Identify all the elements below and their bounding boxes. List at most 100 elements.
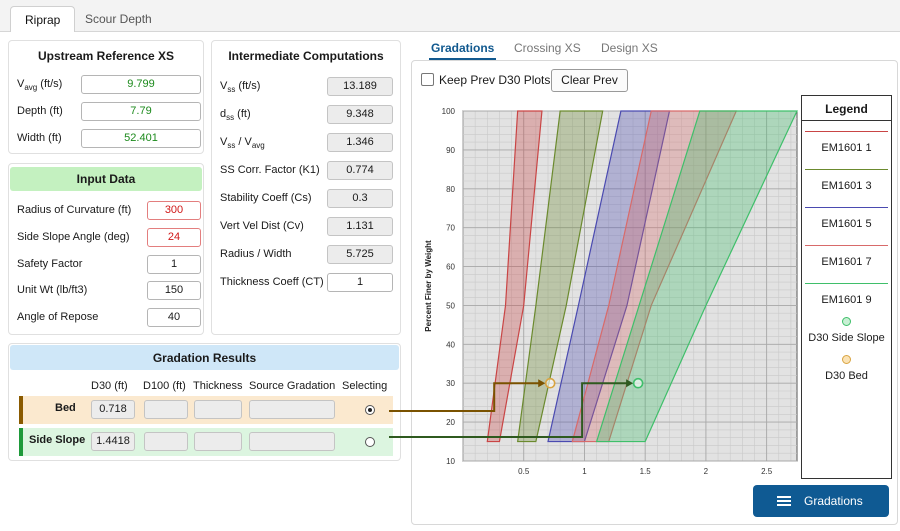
bed-d100-field <box>144 400 188 419</box>
side-slope-source-gradation-field <box>249 432 335 451</box>
radius-width-label: Radius / Width <box>220 248 292 260</box>
side-slope-thickness-field <box>194 432 242 451</box>
angle-repose-field[interactable]: 40 <box>147 308 201 327</box>
vss-field: 13.189 <box>327 77 393 96</box>
legend-line-1 <box>805 131 888 132</box>
clear-prev-button[interactable]: Clear Prev <box>551 69 628 92</box>
upstream-row-depth: Depth (ft) 7.79 <box>17 102 201 122</box>
inter-row-cv: Vert Vel Dist (Cv) 1.131 <box>220 217 394 237</box>
input-row-repose: Angle of Repose 40 <box>17 308 201 328</box>
input-title: Input Data <box>76 172 136 186</box>
cv-field: 1.131 <box>327 217 393 236</box>
col-d100: D100 (ft) <box>143 380 186 392</box>
inter-row-cs: Stability Coeff (Cs) 0.3 <box>220 189 394 209</box>
x-tick-label: 1 <box>582 467 587 476</box>
gradation-band-1 <box>486 110 543 443</box>
input-row-radius: Radius of Curvature (ft) 300 <box>17 201 201 221</box>
radius-label: Radius of Curvature (ft) <box>17 204 132 216</box>
dss-field: 9.348 <box>327 105 393 124</box>
tab-gradations[interactable]: Gradations <box>431 41 495 55</box>
unit-wt-label: Unit Wt (lb/ft3) <box>17 284 88 296</box>
legend-item-3: EM1601 3 <box>821 180 872 192</box>
side-slope-radio[interactable] <box>365 437 375 447</box>
legend-title: Legend <box>825 102 868 116</box>
side-slope-label: Side Slope <box>29 434 86 446</box>
side-slope-angle-field[interactable]: 24 <box>147 228 201 247</box>
cs-label: Stability Coeff (Cs) <box>220 192 312 204</box>
depth-label: Depth (ft) <box>17 105 63 117</box>
vavg-field[interactable]: 9.799 <box>81 75 201 94</box>
bed-source-gradation-field <box>249 400 335 419</box>
col-thickness: Thickness <box>193 380 243 392</box>
cv-label: Vert Vel Dist (Cv) <box>220 220 304 232</box>
tab-riprap[interactable]: Riprap <box>10 6 76 33</box>
input-header: Input Data <box>10 167 202 191</box>
x-tick-label: 0.5 <box>518 467 530 476</box>
keep-prev-checkbox[interactable] <box>421 73 434 86</box>
safety-factor-label: Safety Factor <box>17 258 83 270</box>
y-tick-label: 30 <box>446 379 455 388</box>
tab-crossing-xs[interactable]: Crossing XS <box>514 41 581 55</box>
inter-row-vss: Vss (ft/s) 13.189 <box>220 77 394 97</box>
bed-d30-field: 0.718 <box>91 400 135 419</box>
input-row-safety: Safety Factor 1 <box>17 255 201 275</box>
bed-label: Bed <box>55 402 76 414</box>
upstream-title: Upstream Reference XS <box>37 49 175 63</box>
side-slope-d30-field: 1.4418 <box>91 432 135 451</box>
intermediate-title: Intermediate Computations <box>228 49 384 63</box>
inter-row-ct: Thickness Coeff (CT) 1 <box>220 273 394 293</box>
width-field[interactable]: 52.401 <box>81 129 201 148</box>
legend-item-7: EM1601 7 <box>821 256 872 268</box>
y-tick-label: 60 <box>446 263 455 272</box>
safety-factor-field[interactable]: 1 <box>147 255 201 274</box>
radius-field[interactable]: 300 <box>147 201 201 220</box>
legend-line-7 <box>805 245 888 246</box>
y-tick-label: 50 <box>446 301 455 310</box>
legend-marker-bed <box>842 355 851 364</box>
gradation-band-5 <box>595 110 798 443</box>
upstream-panel: Upstream Reference XS Vavg (ft/s) 9.799 … <box>8 40 204 154</box>
ct-field[interactable]: 1 <box>327 273 393 292</box>
y-tick-label: 10 <box>446 457 455 466</box>
menu-icon <box>777 495 791 507</box>
legend-item-9: EM1601 9 <box>821 294 872 306</box>
tab-scour-depth[interactable]: Scour Depth <box>85 12 152 26</box>
vavg-label: Vavg (ft/s) <box>17 78 63 93</box>
gradations-button-label: Gradations <box>804 494 863 508</box>
legend-marker-side-slope <box>842 317 851 326</box>
tab-design-xs[interactable]: Design XS <box>601 41 658 55</box>
inter-row-ratio: Vss / Vavg 1.346 <box>220 133 394 153</box>
legend-panel: Legend EM1601 1 EM1601 3 EM1601 5 EM1601… <box>801 95 892 479</box>
side-slope-row[interactable]: Side Slope 1.4418 <box>19 428 393 456</box>
x-tick-label: 1.5 <box>640 467 652 476</box>
y-tick-label: 70 <box>446 224 455 233</box>
input-row-unit-wt: Unit Wt (lb/ft3) 150 <box>17 281 201 301</box>
ct-label: Thickness Coeff (CT) <box>220 276 324 288</box>
gradation-title: Gradation Results <box>152 351 257 365</box>
input-row-side-slope: Side Slope Angle (deg) 24 <box>17 228 201 248</box>
side-slope-d100-field <box>144 432 188 451</box>
col-selecting: Selecting <box>342 380 388 392</box>
inter-row-rw: Radius / Width 5.725 <box>220 245 394 265</box>
y-tick-label: 40 <box>446 340 455 349</box>
keep-prev-label: Keep Prev D30 Plots <box>439 73 551 87</box>
input-panel: Input Data Radius of Curvature (ft) 300 … <box>8 163 204 335</box>
unit-wt-field[interactable]: 150 <box>147 281 201 300</box>
upstream-row-width: Width (ft) 52.401 <box>17 129 201 149</box>
bed-radio[interactable] <box>365 405 375 415</box>
legend-line-5 <box>805 207 888 208</box>
gradation-chart: 0.511.522.5102030405060708090100Stone Si… <box>424 107 798 476</box>
gradations-button[interactable]: Gradations <box>753 485 889 517</box>
depth-field[interactable]: 7.79 <box>81 102 201 121</box>
y-tick-label: 100 <box>442 107 456 116</box>
cs-field: 0.3 <box>327 189 393 208</box>
legend-line-3 <box>805 169 888 170</box>
col-source-gradation: Source Gradation <box>249 380 336 392</box>
bed-row[interactable]: Bed 0.718 <box>19 396 393 424</box>
angle-repose-label: Angle of Repose <box>17 311 99 323</box>
upstream-row-vavg: Vavg (ft/s) 9.799 <box>17 75 201 95</box>
legend-divider <box>802 120 891 121</box>
vss-label: Vss (ft/s) <box>220 80 261 95</box>
y-axis-label: Percent Finer by Weight <box>424 240 433 332</box>
dss-label: dss (ft) <box>220 108 251 123</box>
